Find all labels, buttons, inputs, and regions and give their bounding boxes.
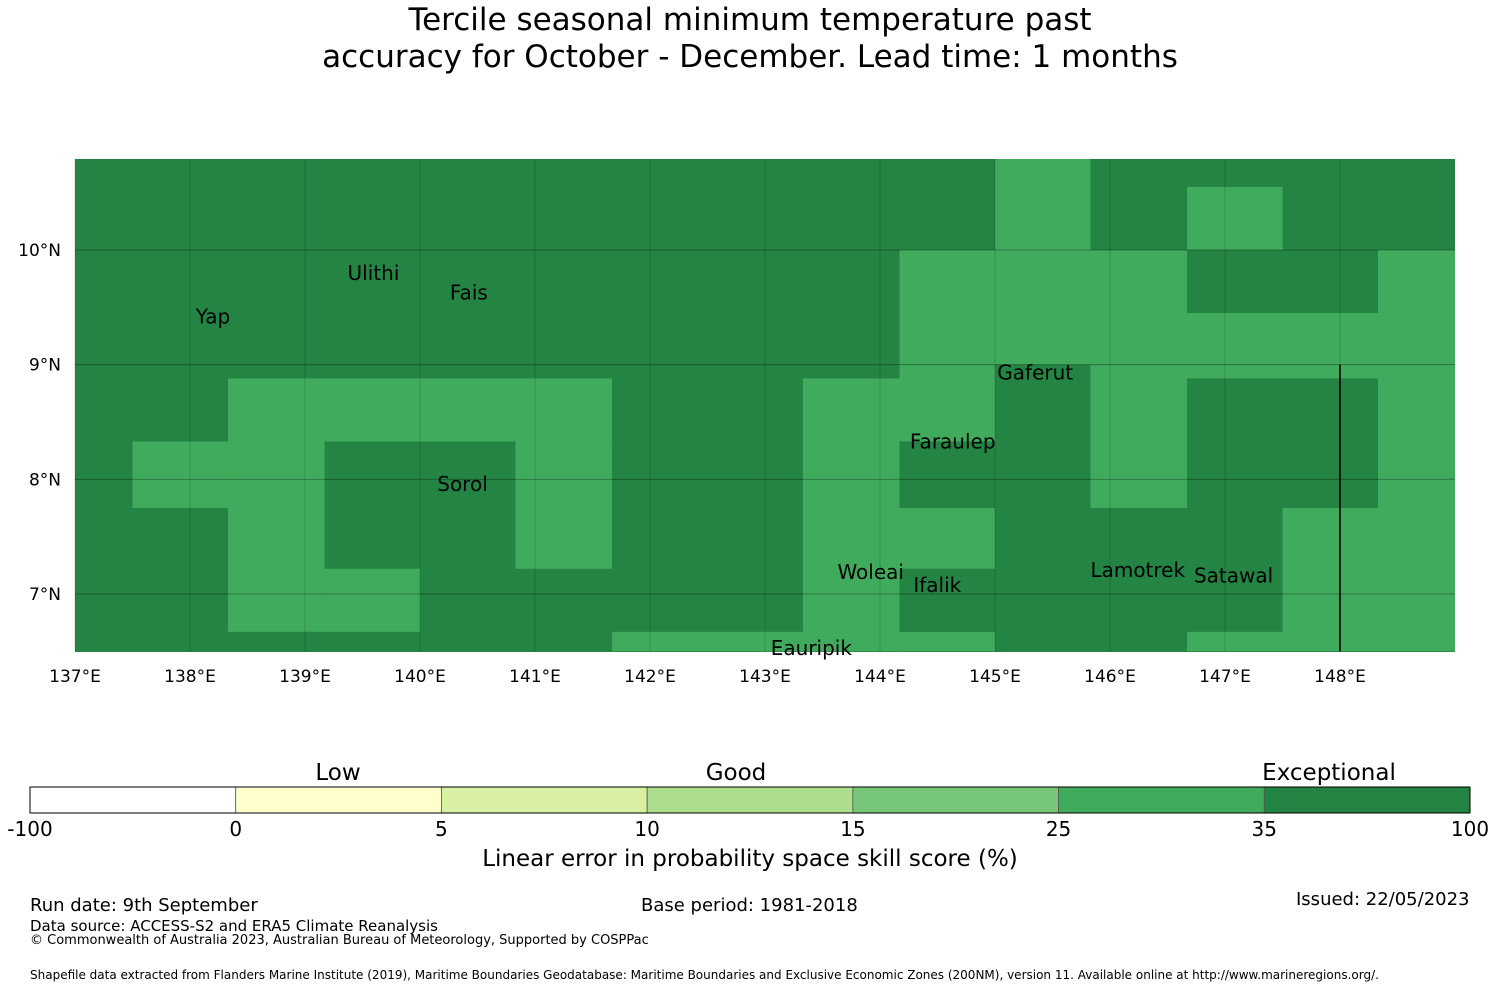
shapefile-credit: Shapefile data extracted from Flanders M…: [30, 968, 1379, 982]
skill-cell-good-high: [227, 441, 325, 632]
title-line-1: Tercile seasonal minimum temperature pas…: [408, 2, 1092, 38]
run-date: Run date: 9th September: [30, 895, 258, 916]
base-period: Base period: 1981-2018: [641, 895, 858, 916]
colorbar: [29, 786, 1471, 814]
skill-cell-good-high: [1090, 250, 1188, 365]
place-label-yap: Yap: [195, 305, 230, 329]
lat-tick-label: 9°N: [29, 356, 61, 376]
lon-tick-label: 147°E: [1199, 667, 1251, 687]
skill-cell-good-high: [995, 159, 1091, 250]
colorbar-frame: [29, 786, 1471, 814]
skill-cell-good-high: [1282, 508, 1455, 652]
issued-date: Issued: 22/05/2023: [1296, 889, 1470, 910]
page-title: Tercile seasonal minimum temperature pas…: [0, 2, 1500, 76]
map-axes: 137°E 138°E 139°E 140°E 141°E 142°E 143°E 144°E…: [18, 241, 1366, 687]
skill-cell-good-high: [802, 378, 900, 652]
place-label-woleai: Woleai: [837, 560, 904, 584]
colorbar-category-exceptional: Exceptional: [1262, 760, 1396, 786]
skill-cell-good-high: [899, 508, 995, 569]
colorbar-tick-label: 100: [1450, 817, 1490, 841]
colorbar-tick-label: 15: [840, 817, 866, 841]
skill-cell-exceptional: [899, 568, 995, 632]
map-cells: [75, 159, 1455, 652]
colorbar-segment: [1058, 786, 1265, 814]
colorbar-tick-label: -100: [7, 817, 53, 841]
lon-tick-label: 140°E: [394, 667, 446, 687]
colorbar-segment: [29, 786, 237, 814]
skill-cell-good-high: [1377, 364, 1455, 508]
skill-cell-exceptional: [899, 441, 995, 508]
lon-tick-label: 148°E: [1314, 667, 1366, 687]
lon-tick-label: 142°E: [624, 667, 676, 687]
skill-cell-good-high: [1187, 186, 1283, 250]
colorbar-tick-label: 35: [1251, 817, 1278, 841]
lat-tick-label: 7°N: [29, 585, 61, 605]
copyright: © Commonwealth of Australia 2023, Austra…: [30, 933, 649, 948]
skill-cell-good-high: [612, 631, 803, 652]
lat-tick-label: 10°N: [18, 241, 61, 261]
skill-cell-good-high: [899, 250, 1091, 365]
colorbar-tick-label: 5: [435, 817, 448, 841]
colorbar-segment: [441, 786, 648, 814]
lon-tick-label: 146°E: [1084, 667, 1136, 687]
lon-tick-label: 144°E: [854, 667, 906, 687]
place-label-ulithi: Ulithi: [348, 261, 400, 285]
skill-cell-good-high: [324, 568, 420, 632]
place-label-satawal: Satawal: [1194, 564, 1273, 588]
lon-tick-label: 139°E: [279, 667, 331, 687]
lon-tick-label: 145°E: [969, 667, 1021, 687]
place-label-faraulep: Faraulep: [910, 429, 996, 453]
skill-cell-good-high: [227, 378, 613, 442]
skill-cell-good-high: [1377, 250, 1455, 365]
skill-cell-good-high: [1090, 364, 1188, 508]
lon-tick-label: 138°E: [164, 667, 216, 687]
colorbar-label: Linear error in probability space skill …: [482, 846, 1018, 872]
place-label-gaferut: Gaferut: [997, 361, 1073, 385]
skill-cell-good-high: [1187, 631, 1283, 652]
colorbar-tick-label: 10: [634, 817, 660, 841]
colorbar-segment: [646, 786, 854, 814]
place-label-ifalik: Ifalik: [913, 573, 961, 597]
place-label-lamotrek: Lamotrek: [1090, 558, 1185, 582]
colorbar-category-good: Good: [705, 760, 767, 786]
lon-tick-label: 137°E: [49, 667, 101, 687]
lon-tick-label: 143°E: [739, 667, 791, 687]
colorbar-category-low: Low: [315, 760, 361, 786]
lat-tick-label: 8°N: [29, 470, 61, 490]
place-label-fais: Fais: [450, 280, 488, 304]
data-source: Data source: ACCESS-S2 and ERA5 Climate …: [30, 917, 438, 935]
colorbar-segment: [852, 786, 1059, 814]
skill-cell-good-high: [515, 441, 613, 569]
lon-tick-label: 141°E: [509, 667, 561, 687]
place-label-eauripik: Eauripik: [771, 636, 853, 660]
map-places: Ulithi Fais Yap Gaferut Faraulep Sorol Woleai I…: [195, 261, 1273, 660]
skill-cell-good-high: [899, 631, 995, 652]
colorbar-segment: [235, 786, 442, 814]
colorbar-tick-label: 0: [229, 817, 243, 841]
skill-cell-good-high: [1187, 364, 1378, 379]
colorbar-tick-label: 25: [1045, 817, 1072, 841]
colorbar-segment: [1263, 786, 1471, 814]
title-line-2: accuracy for October - December. Lead ti…: [322, 39, 1178, 75]
map-gridlines: [74, 159, 1455, 652]
skill-cell-good-high: [1187, 313, 1378, 365]
skill-cell-good-high: [132, 441, 228, 508]
place-label-sorol: Sorol: [437, 472, 488, 496]
